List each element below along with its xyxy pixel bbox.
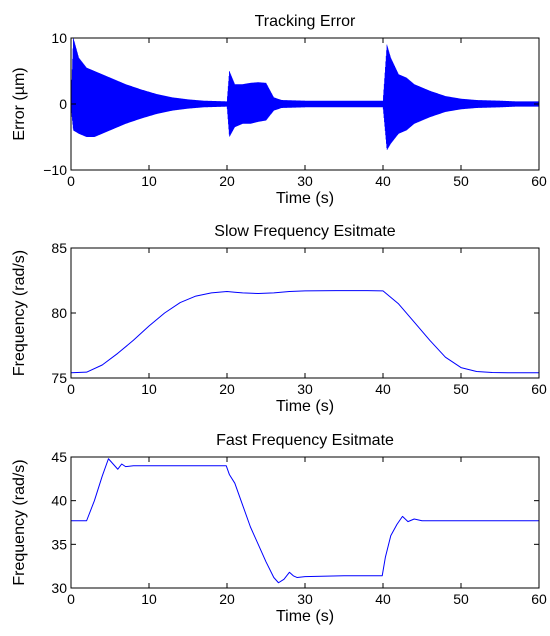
slow-frequency-x-tick-label: 40	[375, 381, 391, 397]
fast-frequency-x-axis-label: Time (s)	[276, 608, 334, 625]
slow-frequency-y-tick-label: 85	[51, 240, 67, 256]
tracking-error-series-0	[71, 38, 539, 150]
tracking-error-x-tick-label: 10	[141, 173, 157, 189]
fast-frequency-y-tick-label: 30	[51, 580, 67, 596]
slow-frequency-series-0	[71, 290, 539, 374]
fast-frequency-x-tick-label: 40	[375, 591, 391, 607]
fast-frequency-x-tick-label: 50	[453, 591, 469, 607]
fast-frequency-x-tick-label: 60	[531, 591, 547, 607]
fast-frequency-y-tick-label: 45	[51, 449, 67, 465]
fast-frequency-x-tick-label: 30	[297, 591, 313, 607]
tracking-error-x-tick-label: 20	[219, 173, 235, 189]
tracking-error-y-tick-label: −10	[43, 162, 67, 178]
slow-frequency-frame	[70, 247, 540, 379]
tracking-error-x-tick-label: 50	[453, 173, 469, 189]
slow-frequency-chart: 0 10 20 30 40 50 60 75 80 85 Slow Frequency Esitma…	[11, 223, 547, 415]
tracking-error-x-tick-label: 30	[297, 173, 313, 189]
slow-frequency-y-tick-label: 75	[51, 370, 67, 386]
fast-frequency-y-tick-label: 35	[51, 536, 67, 552]
fast-frequency-x-tick-label: 20	[219, 591, 235, 607]
tracking-error-x-tick-label: 0	[67, 173, 75, 189]
fast-frequency-title: Fast Frequency Esitmate	[216, 432, 394, 449]
tracking-error-y-tick-label: 10	[51, 30, 67, 46]
slow-frequency-y-tick-label: 80	[51, 305, 67, 321]
slow-frequency-x-tick-label: 0	[67, 381, 75, 397]
slow-frequency-y-axis-label: Frequency (rad/s)	[11, 250, 28, 376]
slow-frequency-x-tick-label: 10	[141, 381, 157, 397]
tracking-error-y-axis-label: Error (µm)	[11, 67, 28, 140]
tracking-error-x-tick-label: 60	[531, 173, 547, 189]
tracking-error-x-tick-label: 40	[375, 173, 391, 189]
tracking-error-x-axis-label: Time (s)	[276, 190, 334, 207]
slow-frequency-x-tick-label: 20	[219, 381, 235, 397]
fast-frequency-y-tick-label: 40	[51, 493, 67, 509]
slow-frequency-x-tick-label: 60	[531, 381, 547, 397]
tracking-error-y-tick-label: 0	[59, 96, 67, 112]
fast-frequency-x-tick-label: 0	[67, 591, 75, 607]
slow-frequency-title: Slow Frequency Esitmate	[214, 223, 396, 240]
fast-frequency-x-tick-label: 10	[141, 591, 157, 607]
fast-frequency-y-axis-label: Frequency (rad/s)	[11, 459, 28, 585]
fast-frequency-frame	[70, 456, 540, 589]
slow-frequency-x-axis-label: Time (s)	[276, 398, 334, 415]
fast-frequency-series-0	[71, 458, 539, 584]
slow-frequency-x-tick-label: 30	[297, 381, 313, 397]
tracking-error-title: Tracking Error	[255, 13, 356, 30]
slow-frequency-x-tick-label: 50	[453, 381, 469, 397]
fast-frequency-chart: 0 10 20 30 40 50 60 30 35 40 45 Fast Frequency Esit…	[11, 432, 547, 625]
